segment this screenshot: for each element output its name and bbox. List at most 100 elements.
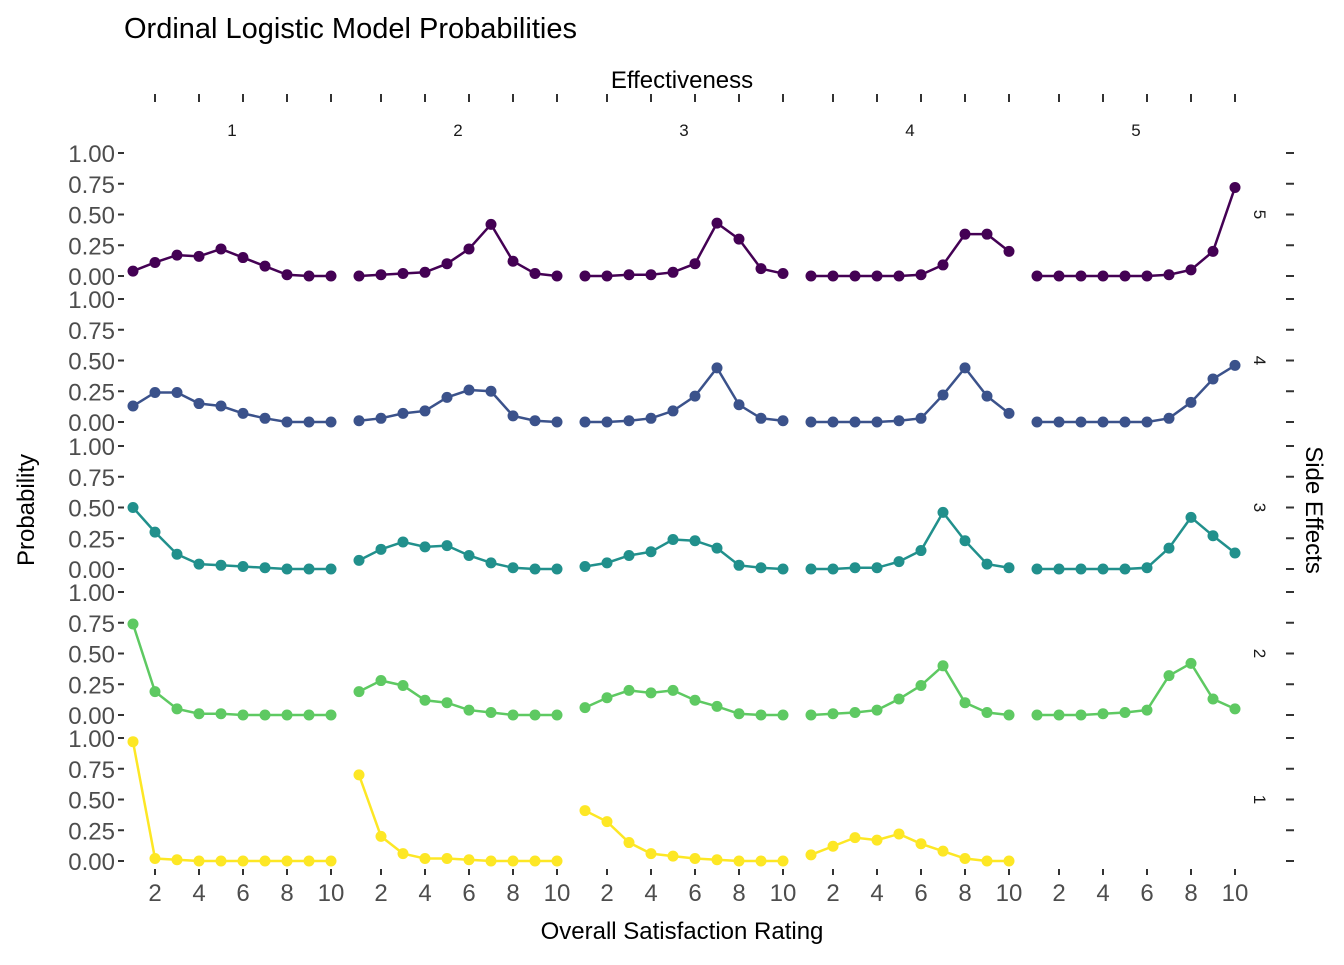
data-point [849,707,861,719]
data-point [733,399,745,411]
y-tick-label: 0.00 [68,849,115,876]
data-point [463,384,475,396]
data-point [303,270,315,282]
data-point [149,526,161,538]
x-tick-label: 4 [870,880,883,907]
data-point [149,386,161,398]
data-point [711,700,723,712]
data-point [1119,707,1131,719]
data-point [777,855,789,867]
data-point [193,855,205,867]
data-point [1003,855,1015,867]
data-point [1075,270,1087,282]
data-point [507,562,519,574]
data-point [915,269,927,281]
data-point [463,704,475,716]
data-point [551,709,563,721]
data-point [325,270,337,282]
data-point [623,549,635,561]
data-point [733,708,745,720]
data-point [529,415,541,427]
data-point [441,697,453,709]
data-point [259,562,271,574]
data-point [871,704,883,716]
data-point [529,855,541,867]
data-point [1141,416,1153,428]
data-point [1119,416,1131,428]
data-point [215,243,227,255]
data-point [397,407,409,419]
data-point [689,694,701,706]
data-point [237,407,249,419]
x-tick-label: 6 [236,880,249,907]
data-point [805,270,817,282]
data-point [915,412,927,424]
x-tick-label: 2 [374,880,387,907]
data-point [601,270,613,282]
data-point [397,536,409,548]
series-line-se3-eff3 [584,538,784,571]
data-point [827,563,839,575]
series-line-se1-eff2 [357,774,557,863]
data-point [171,249,183,261]
data-point [237,561,249,573]
data-point [193,250,205,262]
data-point [1141,704,1153,716]
data-point [711,217,723,229]
data-point [485,557,497,569]
row-strip-label: 1 [1250,795,1269,804]
y-tick-label: 0.50 [68,203,115,230]
data-point [733,855,745,867]
data-point [937,845,949,857]
data-point [485,218,497,230]
data-point [171,703,183,715]
data-point [193,398,205,410]
data-point [259,260,271,272]
data-point [215,559,227,571]
x-tick-label: 2 [148,880,161,907]
data-point [915,838,927,850]
data-point [419,853,431,865]
data-point [667,266,679,278]
data-point [237,709,249,721]
data-point [325,709,337,721]
data-point [959,362,971,374]
data-point [893,693,905,705]
series-line-se5-eff5 [1037,187,1237,278]
row-strip-label: 5 [1250,210,1269,219]
y-tick-label: 0.50 [68,349,115,376]
data-point [1053,709,1065,721]
data-point [1185,511,1197,523]
data-point [827,416,839,428]
y-tick-label: 0.00 [68,264,115,291]
data-point [149,853,161,865]
x-tick-label: 10 [770,880,797,907]
data-point [667,684,679,696]
data-point [1097,416,1109,428]
series-line-se1-eff1 [131,741,331,863]
data-point [827,708,839,720]
y-axis-title: Probability [13,454,40,566]
x-tick-label: 8 [280,880,293,907]
data-point [1075,416,1087,428]
data-point [259,855,271,867]
data-point [375,269,387,281]
series-line-se5-eff1 [132,247,331,278]
data-point [419,266,431,278]
data-point [871,562,883,574]
data-point [441,391,453,403]
data-point [1207,373,1219,385]
data-point [281,416,293,428]
data-point [733,559,745,571]
data-point [1185,657,1197,669]
data-point [171,548,183,560]
series-line-se4-eff3 [585,365,784,424]
data-point [1119,563,1131,575]
data-point [1031,270,1043,282]
row-facet-title: Side Effects [1300,446,1327,574]
data-point [237,855,249,867]
data-point [441,540,453,552]
data-point [441,853,453,865]
data-point [375,830,387,842]
series-line-se3-eff1 [132,506,331,571]
